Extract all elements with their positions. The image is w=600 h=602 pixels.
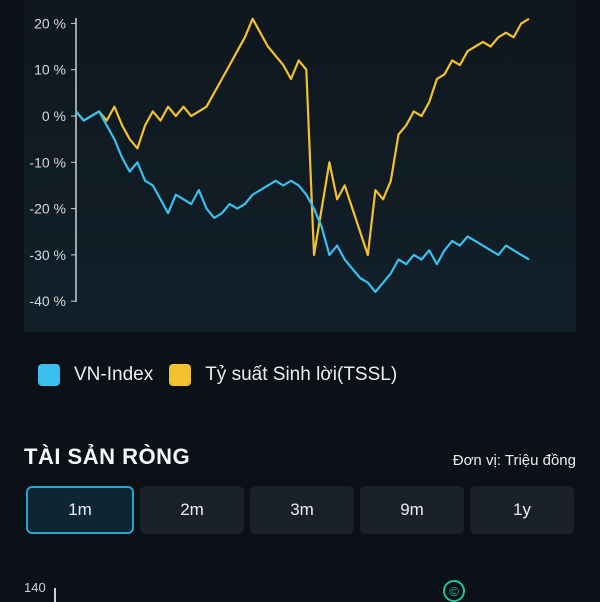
tab-label: 1y xyxy=(513,500,531,519)
y-tick-label: -30 % xyxy=(29,247,66,263)
y-tick-label: 0 % xyxy=(42,108,66,124)
tssl-swatch xyxy=(169,364,192,386)
tab-9m[interactable]: 9m xyxy=(360,486,464,534)
legend-item-tssl[interactable]: Tỷ suất Sinh lời(TSSL) xyxy=(169,364,397,386)
section-title: TÀI SẢN RÒNG xyxy=(24,444,191,469)
unit-label: Đơn vị: Triệu đồng xyxy=(452,452,576,469)
tab-2m[interactable]: 2m xyxy=(140,486,244,534)
y-tick-label: -40 % xyxy=(29,293,66,309)
legend-item-vnindex[interactable]: VN-Index xyxy=(38,364,153,386)
return-chart: 20 % 10 % 0 % -10 % -20 % -30 % -40 % xyxy=(24,0,576,332)
period-tabs: 1m 2m 3m 9m 1y xyxy=(26,486,574,534)
legend-label-tssl: Tỷ suất Sinh lời(TSSL) xyxy=(205,364,398,385)
tab-1m[interactable]: 1m xyxy=(26,486,134,534)
legend-label-vnindex: VN-Index xyxy=(74,364,154,385)
y-tick-label: 10 % xyxy=(34,62,66,78)
tab-label: 3m xyxy=(290,500,314,519)
tab-label: 1m xyxy=(68,500,92,519)
tab-3m[interactable]: 3m xyxy=(250,486,354,534)
y-tick-label: -20 % xyxy=(29,201,66,217)
copyright-icon: © xyxy=(443,580,465,602)
tab-1y[interactable]: 1y xyxy=(470,486,574,534)
chart-legend: VN-Index Tỷ suất Sinh lời(TSSL) xyxy=(38,364,413,386)
series-line-tssl xyxy=(75,17,530,256)
return-chart-svg: 20 % 10 % 0 % -10 % -20 % -30 % -40 % xyxy=(29,15,530,309)
tab-label: 2m xyxy=(180,500,204,519)
asset-chart-y-tick: 140 xyxy=(24,580,46,595)
y-tick-label: 20 % xyxy=(34,15,66,31)
tab-label: 9m xyxy=(400,500,424,519)
series-line-vnindex xyxy=(75,110,530,293)
vnindex-swatch xyxy=(38,364,60,386)
asset-chart-y-axis xyxy=(54,588,56,602)
y-tick-label: -10 % xyxy=(29,154,66,170)
